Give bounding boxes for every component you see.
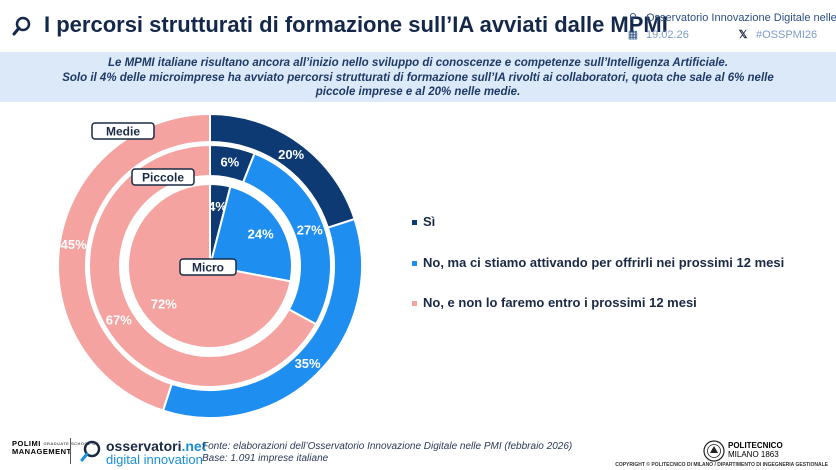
legend-swatch-si <box>412 220 417 226</box>
data-label-medie-1: 35% <box>295 356 321 371</box>
data-label-micro-2: 72% <box>151 297 177 312</box>
legend-swatch-non-faremo <box>412 301 417 307</box>
chart-area: 20% 35% 45% 6% 27% 67% 4% 24% 72% Medie Piccole Mic… <box>0 104 836 434</box>
page-title: I percorsi strutturati di formazione sul… <box>44 12 668 37</box>
legend-item-si: Sì <box>412 214 435 229</box>
politecnico-seal-icon <box>703 440 725 462</box>
slice-micro-1 <box>208 185 293 283</box>
observatory-label: ⚲ Osservatorio Innovazione Digitale nelle… <box>626 11 836 24</box>
summary-banner: Le MPMI italiane risultano ancora all’in… <box>0 52 836 102</box>
calendar-icon: ▦ <box>627 29 639 41</box>
ring-tag-medie: Medie <box>106 125 140 139</box>
nested-donut-chart: 20% 35% 45% 6% 27% 67% 4% 24% 72% Medie Piccole Mic… <box>57 112 363 419</box>
date-text: 19.02.26 <box>646 29 689 41</box>
legend-swatch-attivando <box>412 261 417 267</box>
copyright-text: COPYRIGHT © POLITECNICO DI MILANO / DIPA… <box>615 462 828 468</box>
hashtag-label: 𝕏 #OSSPMI26 <box>736 28 818 41</box>
ring-tag-box-piccole <box>131 168 195 186</box>
data-label-micro-0: 4% <box>208 199 227 214</box>
hashtag-text: #OSSPMI26 <box>756 29 818 41</box>
data-label-medie-2: 45% <box>61 237 87 252</box>
data-label-medie-0: 20% <box>278 147 304 162</box>
ring-tag-box-medie <box>91 122 155 140</box>
data-label-piccole-2: 67% <box>106 312 132 327</box>
banner-line-3: piccole imprese e al 20% nelle medie. <box>315 86 521 98</box>
banner-line-1: Le MPMI italiane risultano ancora all’in… <box>107 57 729 69</box>
legend-item-attivando: No, ma ci stiamo attivando per offrirli … <box>412 255 784 270</box>
ring-tag-piccole: Piccole <box>142 171 184 185</box>
data-label-piccole-1: 27% <box>297 223 323 238</box>
ring-tag-box-micro <box>179 258 237 276</box>
data-label-micro-1: 24% <box>248 226 274 241</box>
legend-item-non-faremo: No, e non lo faremo entro i prossimi 12 … <box>412 295 697 310</box>
footer: POLIMI GRADUATE SCHOOL OF MANAGEMENT oss… <box>12 438 828 468</box>
legend-label-non-faremo: No, e non lo faremo entro i prossimi 12 … <box>423 295 697 310</box>
slice-medie-2 <box>57 112 211 412</box>
legend-label-si: Sì <box>423 214 436 229</box>
magnifier-logo-icon <box>12 16 31 36</box>
x-social-icon: 𝕏 <box>738 29 748 41</box>
legend-label-attivando: No, ma ci stiamo attivando per offrirli … <box>423 255 785 270</box>
banner-line-2: Solo il 4% delle microimprese ha avviato… <box>62 71 774 84</box>
slice-piccole-2 <box>88 143 318 388</box>
date-label: ▦ 19.02.26 <box>626 28 689 41</box>
footer-divider <box>70 438 71 464</box>
source-note: Fonte: elaborazioni dell’Osservatorio In… <box>202 441 573 464</box>
header: I percorsi strutturati di formazione sul… <box>0 0 836 50</box>
data-label-piccole-0: 6% <box>220 154 239 169</box>
magnifier-icon: ⚲ <box>628 12 638 24</box>
politecnico-name: POLITECNICO MILANO 1863 <box>728 441 783 459</box>
osservatori-magnifier-icon <box>80 440 101 462</box>
observatory-name: Osservatorio Innovazione Digitale nelle … <box>646 12 836 24</box>
ring-tag-micro: Micro <box>192 261 224 275</box>
